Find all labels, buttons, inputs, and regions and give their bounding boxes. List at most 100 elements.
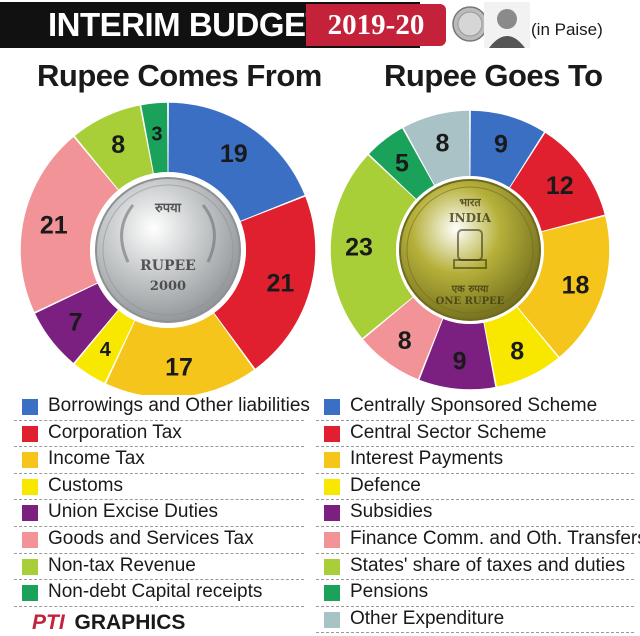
legend-label: Goods and Services Tax (48, 528, 254, 549)
legend-label: Central Sector Scheme (350, 421, 547, 443)
legend-label: Corporation Tax (48, 421, 182, 443)
chart0-value-label-7: 3 (151, 124, 162, 146)
chart0-slice-1 (214, 196, 316, 370)
legend-swatch (22, 558, 38, 575)
legend-swatch (324, 532, 340, 548)
chart1-slice-1 (510, 132, 606, 232)
legend-row-0-1: Corporation Tax (14, 420, 304, 448)
minister-portrait-icon (484, 2, 530, 48)
legend-swatch (324, 505, 340, 522)
legend-swatch (324, 611, 340, 628)
chart0-value-label-5: 21 (40, 211, 68, 239)
chart1-value-label-2: 18 (562, 271, 590, 299)
legend-row-0-6: Non-tax Revenue (14, 553, 304, 581)
chart0-value-label-1: 21 (266, 270, 294, 298)
legend-row-1-5: Finance Comm. and Oth. Transfers (316, 526, 640, 554)
legend-swatch (22, 452, 38, 469)
legend-row-1-3: Defence (316, 473, 634, 501)
chart1-value-label-8: 8 (435, 129, 449, 157)
legend-label: Centrally Sponsored Scheme (350, 395, 598, 416)
right-chart-title: Rupee Goes To (384, 58, 603, 93)
chart0-value-label-0: 19 (220, 140, 248, 168)
legend-row-0-4: Union Excise Duties (14, 499, 304, 527)
unit-label: (in Paise) (531, 20, 603, 39)
chart0-slice-6 (74, 104, 153, 190)
legend-label: Interest Payments (350, 448, 504, 470)
chart1-slice-3 (484, 307, 559, 388)
chart0-slice-7 (141, 102, 168, 174)
legend-label: Pensions (350, 581, 429, 603)
graphics-label: GRAPHICS (74, 611, 186, 634)
chart0-coin-icon (95, 177, 241, 323)
legend-label: Subsidies (350, 501, 433, 523)
wheat-ears-icon (120, 204, 216, 263)
legend-swatch (324, 558, 340, 575)
legend-label: Other Expenditure (350, 607, 505, 629)
chart1-slice-0 (470, 110, 545, 188)
legend-label: States' share of taxes and duties (350, 554, 626, 576)
coin-icon (452, 6, 488, 42)
legend-swatch (324, 478, 340, 495)
legend-label: Borrowings and Other liabilities (48, 395, 310, 416)
footer-credit: PTI GRAPHICS (32, 611, 185, 635)
legend-row-0-0: Borrowings and Other liabilities (14, 393, 310, 421)
legend-row-0-5: Goods and Services Tax (14, 526, 304, 554)
chart1-value-label-3: 8 (510, 337, 524, 365)
chart1-slice-7 (368, 127, 434, 200)
chart0-slice-3 (74, 310, 135, 384)
legend-swatch (22, 478, 38, 495)
legend-row-1-1: Central Sector Scheme (316, 420, 634, 448)
chart0-value-label-2: 17 (165, 353, 193, 381)
chart1-value-label-5: 8 (398, 327, 412, 355)
left-chart-title: Rupee Comes From (37, 58, 322, 93)
chart1-value-label-6: 23 (345, 234, 373, 262)
legend-swatch (22, 505, 38, 522)
chart1-value-label-0: 9 (494, 130, 508, 158)
legend-row-0-3: Customs (14, 473, 304, 501)
legend-label: Customs (48, 474, 123, 496)
chart1-value-label-7: 5 (395, 149, 409, 177)
legend-label: Union Excise Duties (48, 501, 219, 523)
agency-logo: PTI (32, 611, 65, 634)
legend-swatch (324, 425, 340, 442)
chart0-coin-text-0: रुपया (154, 201, 182, 216)
legend-swatch (22, 425, 38, 442)
chart0-slice-5 (20, 136, 118, 313)
legend-swatch (22, 585, 38, 602)
chart0-value-label-3: 4 (100, 339, 112, 361)
legend-label: Non-debt Capital receipts (48, 581, 263, 603)
chart1-slice-2 (517, 215, 611, 358)
chart0-value-label-6: 8 (111, 131, 125, 159)
chart1-slice-8 (403, 110, 470, 185)
chart1-value-label-4: 9 (453, 348, 467, 376)
title-year: 2019-20 (306, 4, 446, 46)
legend-row-1-0: Centrally Sponsored Scheme (316, 393, 634, 421)
legend-label: Non-tax Revenue (48, 554, 196, 576)
legend-swatch (324, 452, 340, 469)
chart0-coin-text-2: 2000 (150, 279, 186, 294)
chart1-value-label-1: 12 (546, 172, 574, 200)
chart0-coin-text-1: RUPEE (140, 258, 196, 274)
chart1-coin-icon (399, 179, 541, 321)
legend-row-0-2: Income Tax (14, 446, 304, 474)
chart1-coin-text-0: भारत (459, 196, 481, 209)
legend-row-1-7: Pensions (316, 579, 634, 607)
chart0-slice-0 (168, 102, 306, 221)
chart0-value-label-4: 7 (69, 309, 83, 337)
title-banner: INTERIM BUDGET 2019-20 (0, 2, 446, 48)
chart1-coin-text-3: ONE RUPEE (436, 296, 505, 307)
legend-label: Finance Comm. and Oth. Transfers (350, 528, 640, 549)
legend-label: Defence (350, 474, 421, 496)
chart1-slice-6 (330, 154, 416, 339)
legend-row-1-2: Interest Payments (316, 446, 634, 474)
chart0-slice-2 (105, 313, 255, 395)
chart1-coin-text-1: INDIA (449, 211, 492, 225)
legend-row-0-7: Non-debt Capital receipts (14, 579, 304, 607)
legend-row-1-8: Other Expenditure (316, 606, 634, 634)
chart1-coin-text-2: एक रुपया (451, 284, 489, 295)
chart0-slice-4 (34, 283, 118, 364)
legend-swatch (22, 399, 38, 415)
legend-swatch (22, 532, 38, 548)
legend-swatch (324, 585, 340, 602)
chart1-slice-4 (419, 318, 496, 390)
